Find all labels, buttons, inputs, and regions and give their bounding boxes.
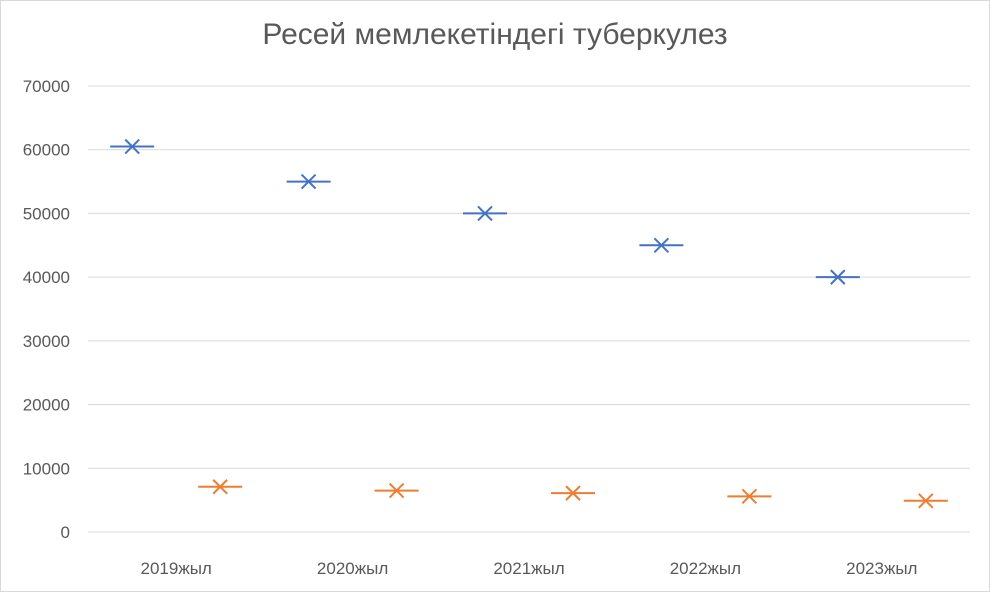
x-axis-ticks: 2019жыл 2020жыл 2021жыл 2022жыл 2023жыл	[141, 559, 918, 578]
y-axis-ticks: 0 10000 20000 30000 40000 50000 60000 70000	[23, 77, 70, 542]
x-tick-label: 2020жыл	[317, 559, 388, 578]
y-tick-label: 20000	[23, 396, 70, 415]
data-point-series-2	[374, 482, 419, 499]
chart-title: Ресей мемлекетіндегі туберкулез	[262, 18, 728, 51]
x-tick-label: 2019жыл	[141, 559, 212, 578]
data-point-series-1	[286, 173, 331, 190]
data-points	[110, 138, 948, 509]
data-point-series-2	[903, 493, 948, 509]
y-tick-label: 60000	[23, 141, 70, 160]
x-tick-label: 2022жыл	[670, 559, 741, 578]
y-tick-label: 0	[61, 523, 70, 542]
data-point-series-2	[198, 479, 243, 495]
data-point-series-1	[639, 237, 684, 253]
gridlines	[88, 85, 970, 533]
data-point-series-1	[463, 205, 507, 222]
y-tick-label: 70000	[23, 77, 70, 96]
data-point-series-2	[551, 485, 595, 501]
data-point-series-1	[110, 138, 155, 155]
x-tick-label: 2023жыл	[846, 559, 917, 578]
y-tick-label: 50000	[23, 204, 70, 223]
data-point-series-2	[727, 488, 772, 505]
y-tick-label: 10000	[23, 459, 70, 478]
x-tick-label: 2021жыл	[493, 559, 564, 578]
data-point-series-1	[815, 269, 860, 285]
y-tick-label: 30000	[23, 332, 70, 351]
y-tick-label: 40000	[23, 268, 70, 287]
